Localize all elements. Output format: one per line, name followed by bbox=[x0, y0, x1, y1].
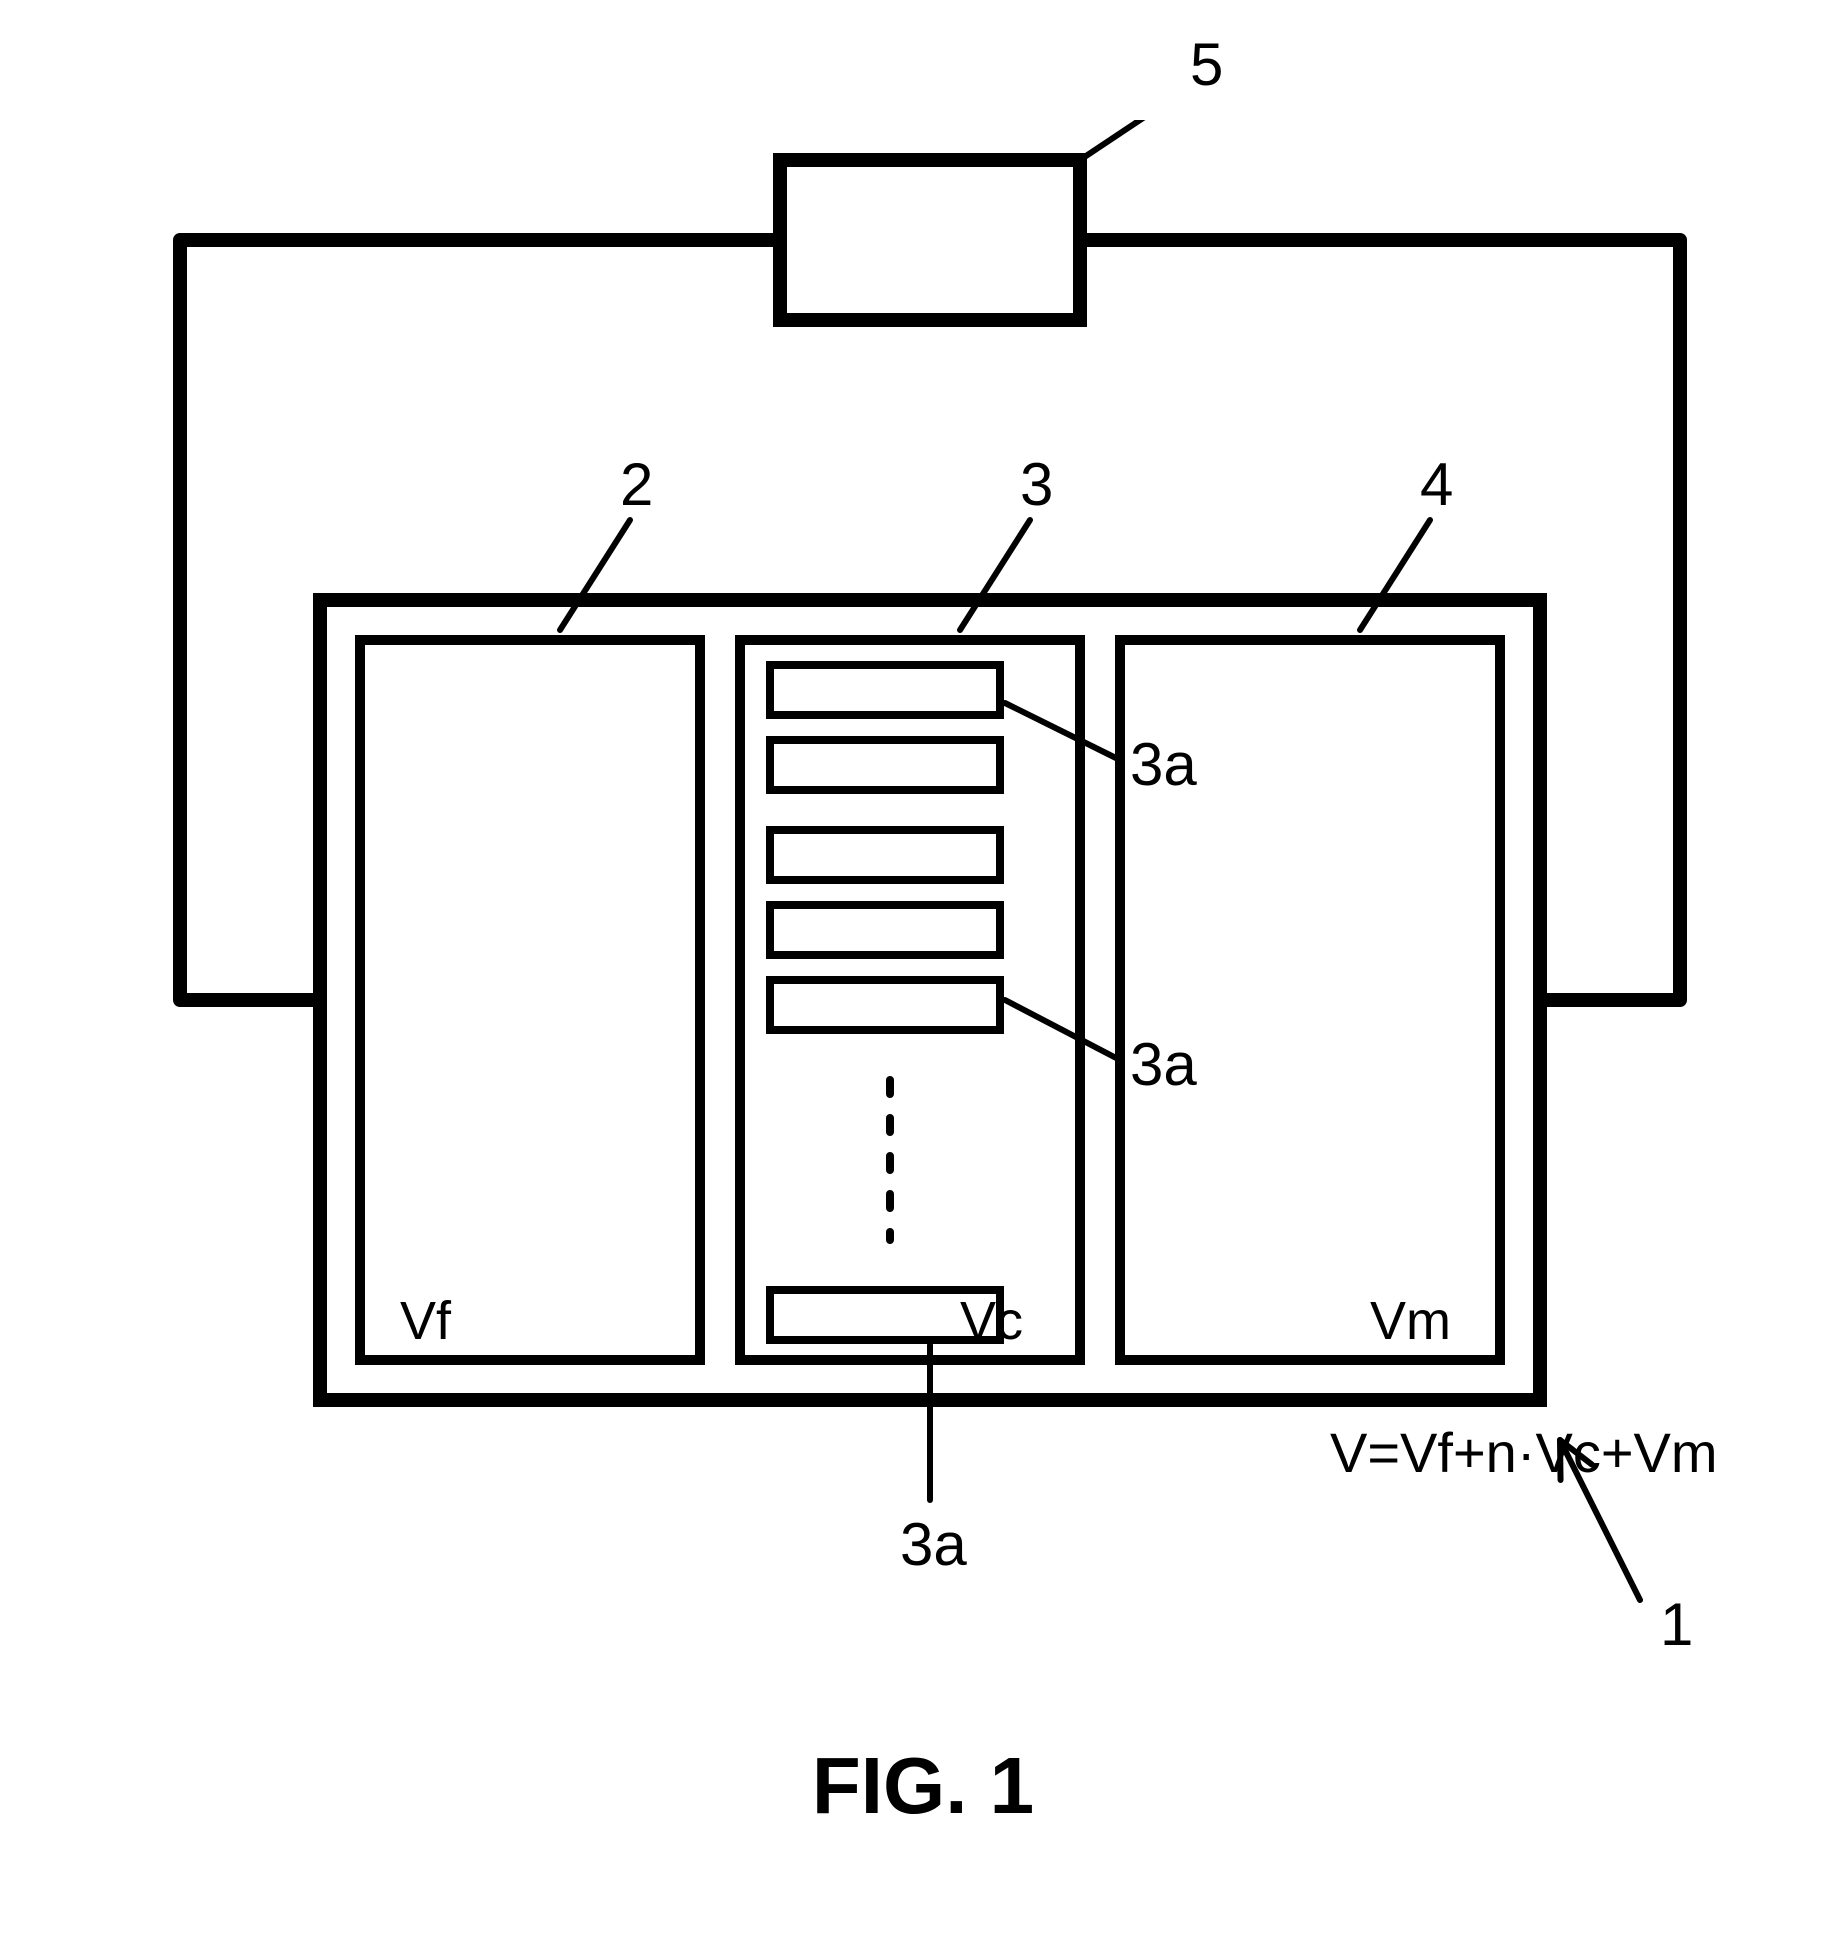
ref-label-3a-mid: 3a bbox=[1130, 1030, 1197, 1099]
equation-text: V=Vf+n·Vc+Vm bbox=[1330, 1420, 1718, 1485]
ref-label-2: 2 bbox=[620, 450, 653, 519]
region-label-vc: Vc bbox=[960, 1290, 1023, 1352]
ref-label-3: 3 bbox=[1020, 450, 1053, 519]
ref-label-3a-bot: 3a bbox=[900, 1510, 967, 1579]
ref-label-3a-top: 3a bbox=[1130, 730, 1197, 799]
region-label-vf: Vf bbox=[400, 1290, 451, 1352]
ref-label-4: 4 bbox=[1420, 450, 1453, 519]
ref-label-1: 1 bbox=[1660, 1590, 1693, 1659]
ref-label-5: 5 bbox=[1190, 30, 1223, 99]
figure-caption: FIG. 1 bbox=[812, 1740, 1034, 1832]
region-label-vm: Vm bbox=[1370, 1290, 1451, 1352]
